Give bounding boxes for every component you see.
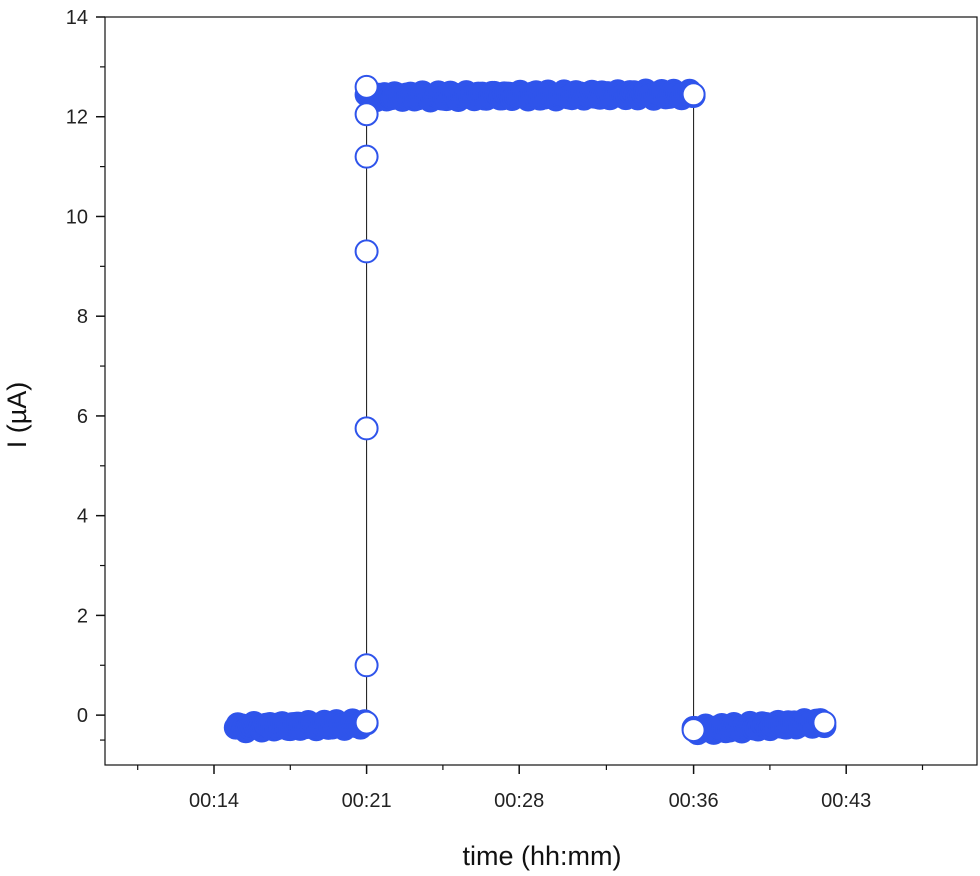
data-point bbox=[354, 416, 379, 441]
plot-area bbox=[104, 16, 978, 766]
data-point bbox=[354, 144, 379, 169]
x-tick-label: 00:36 bbox=[669, 790, 719, 812]
data-point bbox=[681, 82, 706, 107]
x-tick-label: 00:21 bbox=[342, 790, 392, 812]
plot-frame bbox=[104, 16, 978, 766]
y-tick-label: 6 bbox=[77, 406, 88, 428]
data-point bbox=[354, 710, 379, 735]
y-tick-label: 2 bbox=[77, 605, 88, 627]
x-tick-label: 00:14 bbox=[189, 790, 239, 812]
data-point bbox=[354, 239, 379, 264]
x-tick-label: 00:28 bbox=[494, 790, 544, 812]
y-tick-label: 14 bbox=[66, 7, 88, 29]
data-point bbox=[354, 653, 379, 678]
y-tick-label: 12 bbox=[66, 107, 88, 129]
data-layer bbox=[223, 74, 837, 746]
data-point bbox=[681, 718, 706, 743]
x-tick-label: 00:43 bbox=[821, 790, 871, 812]
y-axis-title: I (µA) bbox=[2, 382, 32, 449]
x-axis-title: time (hh:mm) bbox=[462, 841, 621, 871]
y-tick-label: 4 bbox=[77, 506, 88, 528]
y-tick-label: 8 bbox=[77, 306, 88, 328]
axes-layer: 0 2 4 6 8 10 12 14 00:14 00:21 00:28 00:36 00:43 bbox=[66, 7, 924, 812]
data-point bbox=[354, 102, 379, 127]
y-tick-label: 0 bbox=[77, 705, 88, 727]
data-point bbox=[812, 710, 837, 735]
data-point bbox=[354, 74, 379, 99]
y-tick-label: 10 bbox=[66, 206, 88, 228]
